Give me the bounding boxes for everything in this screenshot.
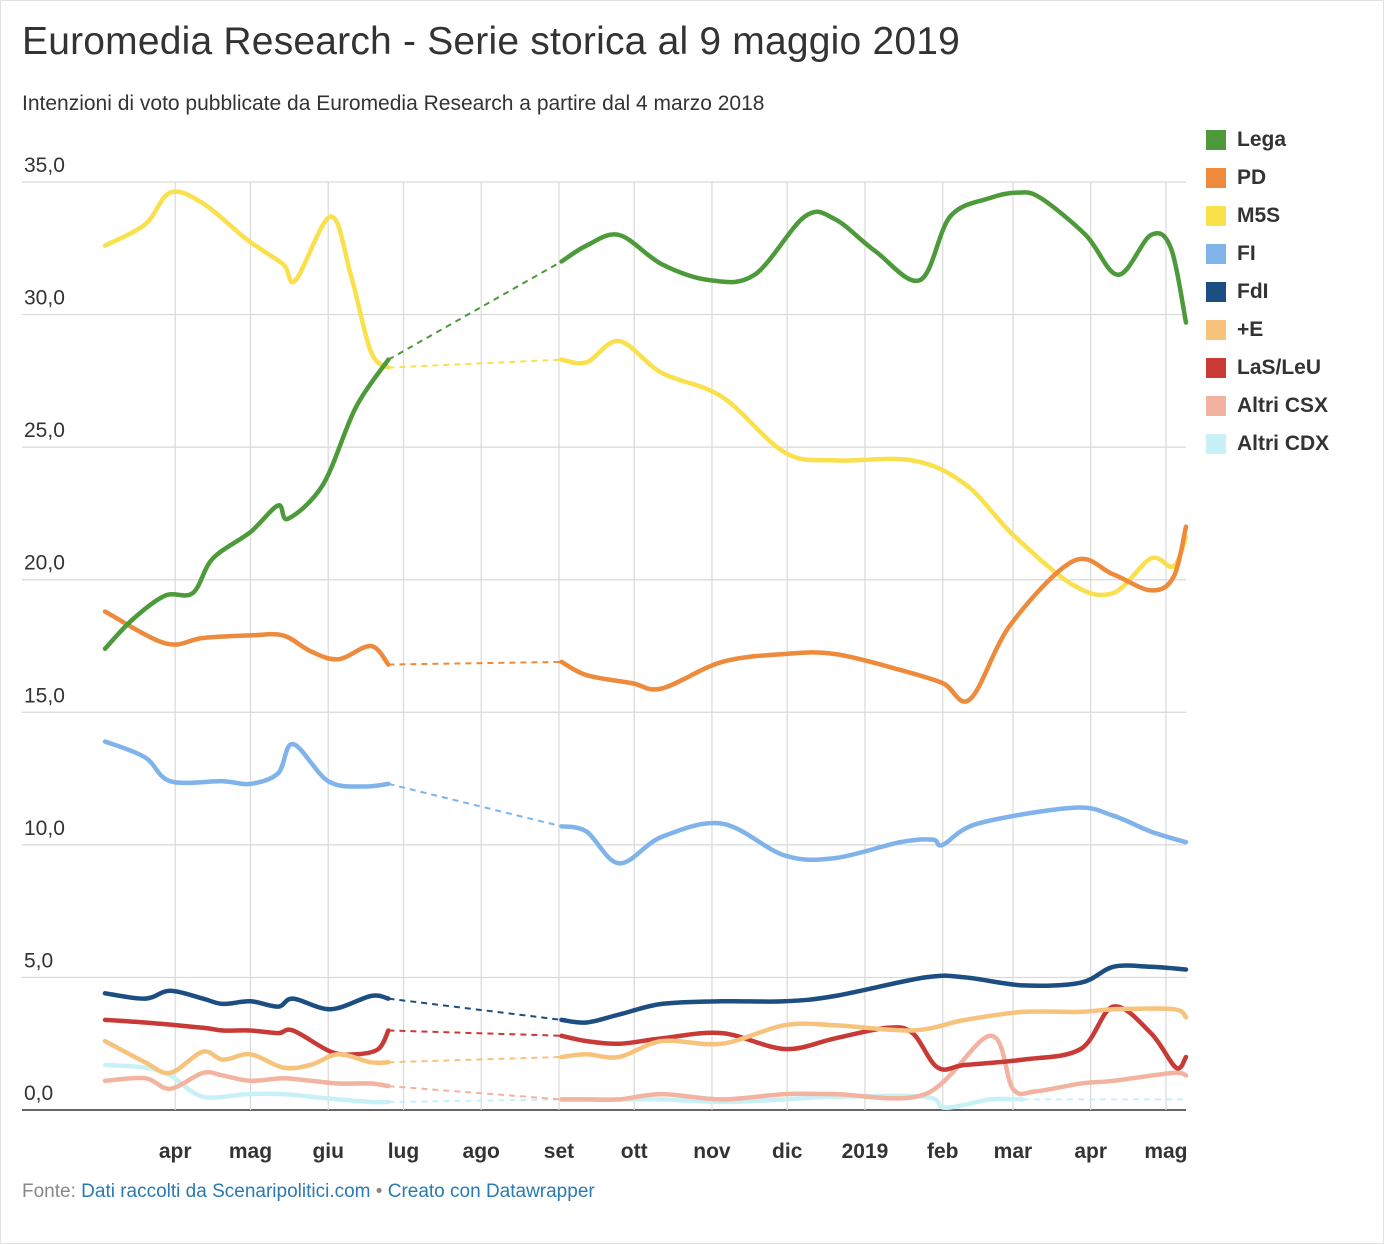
x-tick-label: nov: [693, 1140, 731, 1163]
chart-series: [102, 189, 1189, 1110]
legend-swatch: [1206, 396, 1226, 416]
legend-item-las-leu: LaS/LeU: [1206, 349, 1329, 387]
legend-label: M5S: [1237, 204, 1281, 227]
legend-item-e: +E: [1206, 311, 1329, 349]
series-line-fi: [102, 739, 391, 789]
series-line-fi: [559, 805, 1189, 866]
chart-grid: [22, 181, 1186, 1111]
series-pd: [102, 524, 1189, 704]
chart-footer: Fonte: Dati raccolti da Scenaripolitici.…: [22, 1181, 595, 1203]
x-tick-label: 2019: [842, 1140, 889, 1163]
series-line-pd: [559, 524, 1189, 704]
x-tick-label: ago: [463, 1140, 500, 1163]
series-line-fdi: [102, 988, 391, 1012]
y-tick-label: 20,0: [24, 552, 65, 575]
series-gap-pd: [388, 660, 562, 666]
series-line-e: [559, 1006, 1189, 1060]
legend-item-m5s: M5S: [1206, 197, 1329, 235]
y-tick-label: 30,0: [24, 287, 65, 310]
x-tick-label: giu: [312, 1140, 344, 1163]
legend-item-pd: PD: [1206, 159, 1329, 197]
series-gap-fi: [388, 782, 562, 828]
series-gap-altri-cdx: [388, 1098, 562, 1104]
series-line-e: [102, 1038, 391, 1076]
series-fi: [102, 739, 1189, 866]
y-tick-label: 25,0: [24, 419, 65, 442]
series-gap-altri-csx: [388, 1085, 562, 1101]
chart-legend: Lega PD M5S FI FdI +E LaS/LeU Altri CSX Altri CD…: [1206, 121, 1329, 463]
series-line-fdi: [559, 963, 1189, 1025]
series-line-lega: [102, 357, 391, 651]
legend-swatch: [1206, 206, 1226, 226]
source-prefix: Fonte:: [22, 1181, 76, 1202]
legend-swatch: [1206, 244, 1226, 264]
series-line-altri-csx: [559, 1033, 1189, 1103]
chart-axes: 0,0 5,0 10,0 15,0 20,0 25,0 30,0 35,0 apr mag giu l…: [24, 154, 1188, 1163]
series-e: [102, 1006, 1189, 1076]
x-tick-label: lug: [388, 1140, 420, 1163]
series-line-las-leu: [559, 1004, 1189, 1072]
series-lega: [102, 190, 1189, 651]
source-link[interactable]: Dati raccolti da Scenaripolitici.com: [81, 1181, 371, 1202]
series-line-m5s: [102, 189, 391, 370]
y-tick-label: 15,0: [24, 684, 65, 707]
legend-item-altri-csx: Altri CSX: [1206, 387, 1329, 425]
x-tick-label: mar: [994, 1140, 1033, 1163]
series-altri-csx: [102, 1033, 1189, 1103]
x-tick-label: mag: [1144, 1140, 1187, 1163]
legend-label: Altri CSX: [1237, 394, 1329, 417]
legend-item-altri-cdx: Altri CDX: [1206, 425, 1329, 463]
x-tick-label: apr: [159, 1140, 192, 1163]
series-m5s: [102, 189, 1189, 598]
legend-swatch: [1206, 434, 1226, 454]
footer-separator: •: [375, 1181, 383, 1202]
series-fdi: [102, 963, 1189, 1025]
legend-item-fdi: FdI: [1206, 273, 1329, 311]
series-gap-m5s: [388, 358, 562, 369]
series-gap-las-leu: [388, 1029, 562, 1037]
series-line-las-leu: [102, 1017, 391, 1057]
series-gap-lega: [387, 260, 562, 361]
x-tick-label: feb: [927, 1140, 959, 1163]
y-tick-label: 35,0: [24, 154, 65, 177]
legend-label: FdI: [1237, 280, 1269, 303]
series-gap-fdi: [388, 997, 562, 1021]
legend-label: +E: [1237, 318, 1264, 341]
legend-swatch: [1206, 130, 1226, 150]
legend-item-lega: Lega: [1206, 121, 1329, 159]
series-line-m5s: [559, 338, 1189, 598]
x-tick-label: set: [544, 1140, 574, 1163]
datawrapper-link[interactable]: Creato con Datawrapper: [387, 1181, 595, 1202]
x-tick-label: dic: [772, 1140, 803, 1163]
legend-swatch: [1206, 358, 1226, 378]
x-tick-label: apr: [1074, 1140, 1107, 1163]
legend-swatch: [1206, 282, 1226, 302]
y-tick-label: 10,0: [24, 817, 65, 840]
series-gap-e: [388, 1055, 562, 1064]
series-line-altri-csx: [102, 1069, 391, 1092]
series-altri-cdx: [102, 1062, 1186, 1110]
chart-subtitle: Intenzioni di voto pubblicate da Euromed…: [22, 92, 765, 115]
legend-label: Lega: [1237, 128, 1287, 151]
x-tick-label: mag: [229, 1140, 272, 1163]
series-line-altri-cdx: [559, 1093, 1026, 1110]
legend-label: FI: [1237, 242, 1256, 265]
legend-swatch: [1206, 320, 1226, 340]
legend-label: Altri CDX: [1237, 432, 1330, 455]
x-tick-label: ott: [621, 1140, 648, 1163]
y-tick-label: 0,0: [24, 1082, 53, 1105]
legend-swatch: [1206, 168, 1226, 188]
legend-label: PD: [1237, 166, 1267, 189]
legend-item-fi: FI: [1206, 235, 1329, 273]
legend-label: LaS/LeU: [1237, 356, 1322, 379]
series-line-lega: [559, 190, 1189, 325]
chart-title: Euromedia Research - Serie storica al 9 …: [22, 20, 961, 63]
series-line-pd: [102, 609, 391, 667]
y-tick-label: 5,0: [24, 949, 53, 972]
